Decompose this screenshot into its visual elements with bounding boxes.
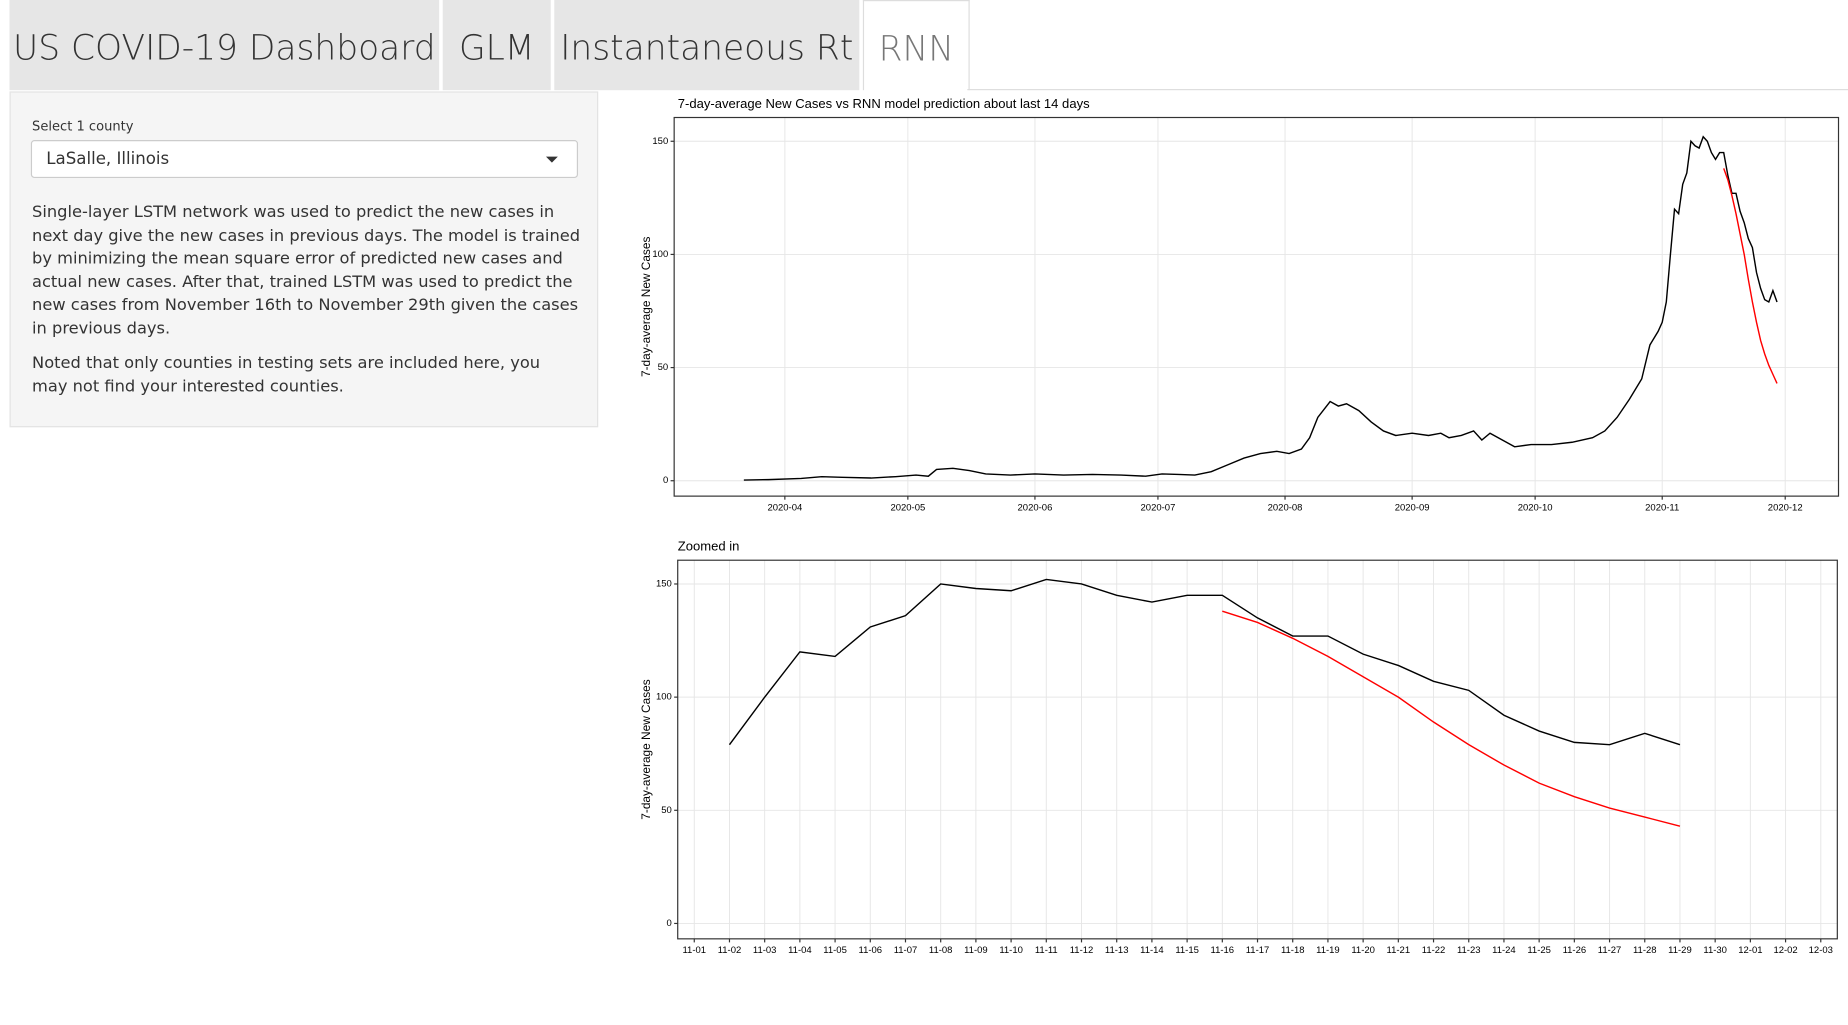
nav-border: [967, 89, 1848, 91]
x-tick-label: 2020-09: [1395, 502, 1430, 513]
x-tick-label: 11-07: [894, 945, 918, 956]
x-tick-label: 2020-10: [1518, 502, 1553, 513]
y-tick-label: 100: [656, 692, 672, 703]
chart-title: 7-day-average New Cases vs RNN model pre…: [678, 96, 1090, 111]
x-tick-label: 11-26: [1563, 945, 1587, 956]
x-tick-label: 11-10: [999, 945, 1023, 956]
select-caret: [545, 156, 558, 163]
x-tick-label: 11-29: [1668, 945, 1692, 956]
x-tick-label: 11-02: [718, 945, 742, 956]
x-tick-label: 11-20: [1351, 945, 1375, 956]
series-line: [743, 135, 1778, 481]
y-tick-label: 0: [667, 918, 672, 929]
sidebar: Select 1 county LaSalle, Illinois Single…: [9, 91, 599, 428]
x-tick-label: 11-06: [859, 945, 883, 956]
y-axis-label: 7-day-average New Cases: [639, 237, 653, 377]
x-tick-label: 11-09: [964, 945, 988, 956]
nav-tab[interactable]: US COVID-19 Dashboard: [9, 0, 440, 91]
x-tick-label: 2020-05: [890, 502, 925, 513]
x-tick-label: 11-17: [1246, 945, 1270, 956]
x-tick-label: 2020-11: [1645, 502, 1679, 513]
x-tick-label: 11-12: [1070, 945, 1094, 956]
x-tick-label: 12-01: [1738, 945, 1762, 956]
x-tick-label: 11-15: [1175, 945, 1199, 956]
y-tick-label: 50: [658, 362, 669, 373]
county-select[interactable]: LaSalle, Illinois: [30, 140, 579, 179]
x-tick-label: 2020-08: [1268, 502, 1303, 513]
nav-tab-active[interactable]: RNN: [862, 0, 970, 91]
y-axis-label: 7-day-average New Cases: [639, 679, 653, 819]
x-tick-label: 11-30: [1703, 945, 1727, 956]
select-label: Select 1 county: [32, 118, 134, 135]
y-tick-label: 100: [652, 249, 668, 260]
x-tick-label: 11-27: [1598, 945, 1622, 956]
x-tick-label: 11-03: [753, 945, 777, 956]
x-tick-label: 2020-06: [1018, 502, 1053, 513]
note: Noted that only counties in testing sets…: [32, 353, 541, 396]
x-tick-label: 11-05: [823, 945, 847, 956]
y-tick-label: 150: [652, 136, 668, 147]
x-tick-label: 11-28: [1633, 945, 1657, 956]
plot-border: [673, 116, 1840, 497]
y-tick-label: 0: [663, 475, 668, 486]
x-tick-label: 2020-12: [1768, 502, 1803, 513]
x-tick-label: 11-08: [929, 945, 953, 956]
x-tick-label: 12-03: [1809, 945, 1833, 956]
x-tick-label: 11-21: [1387, 945, 1411, 956]
x-tick-label: 11-01: [682, 945, 706, 956]
chart-title: Zoomed in: [678, 539, 740, 554]
series-line: [1222, 610, 1681, 827]
x-tick-label: 12-02: [1773, 945, 1797, 956]
nav-tab[interactable]: GLM: [442, 0, 551, 91]
x-tick-label: 11-04: [788, 945, 812, 956]
y-tick-label: 150: [656, 578, 672, 589]
x-tick-label: 11-25: [1527, 945, 1551, 956]
x-tick-label: 11-18: [1281, 945, 1305, 956]
nav-tab[interactable]: Instantaneous Rt: [554, 0, 860, 91]
x-tick-label: 11-11: [1035, 945, 1058, 956]
x-tick-label: 11-14: [1140, 945, 1164, 956]
series-line: [728, 578, 1681, 746]
select-value: LaSalle, Illinois: [46, 149, 170, 169]
x-tick-label: 11-19: [1316, 945, 1340, 956]
series-line: [1723, 168, 1778, 384]
x-tick-label: 11-22: [1422, 945, 1446, 956]
x-tick-label: 11-16: [1211, 945, 1235, 956]
x-tick-label: 2020-07: [1141, 502, 1176, 513]
x-tick-label: 2020-04: [767, 502, 802, 513]
y-tick-label: 50: [661, 805, 672, 816]
x-tick-label: 11-13: [1105, 945, 1129, 956]
description: Single-layer LSTM network was used to pr…: [32, 202, 581, 338]
x-tick-label: 11-24: [1492, 945, 1516, 956]
plot-border: [677, 559, 1838, 940]
x-tick-label: 11-23: [1457, 945, 1481, 956]
